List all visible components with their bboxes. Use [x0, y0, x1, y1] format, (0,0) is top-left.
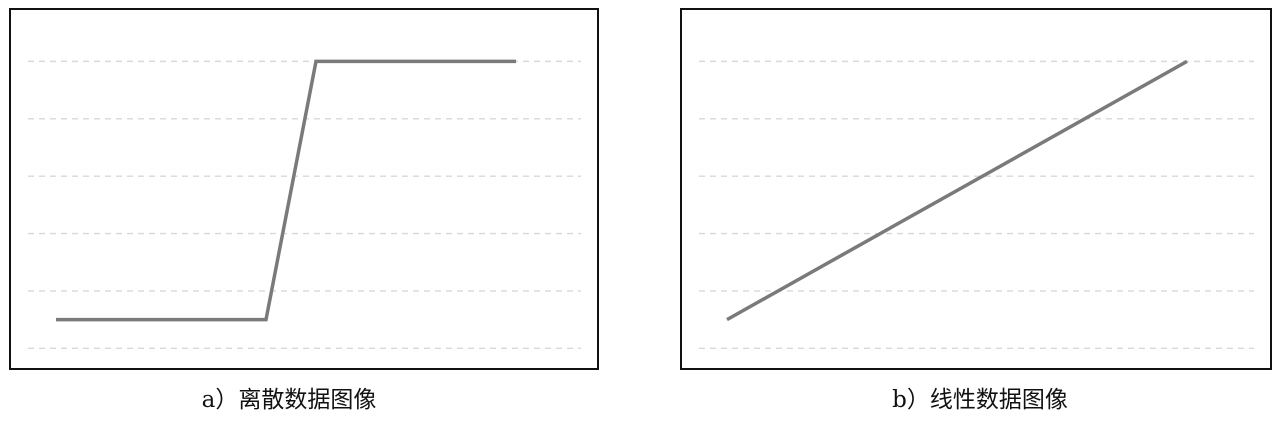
series-line-linear [726, 59, 1188, 322]
caption-discrete: a）离散数据图像 [201, 387, 377, 413]
chart-panel-linear [680, 8, 1272, 370]
chart-linear [699, 59, 1254, 350]
chart-discrete [28, 59, 581, 350]
series-line-discrete [56, 59, 516, 322]
chart-panel-discrete [9, 8, 599, 370]
caption-linear: b）线性数据图像 [892, 387, 1068, 413]
